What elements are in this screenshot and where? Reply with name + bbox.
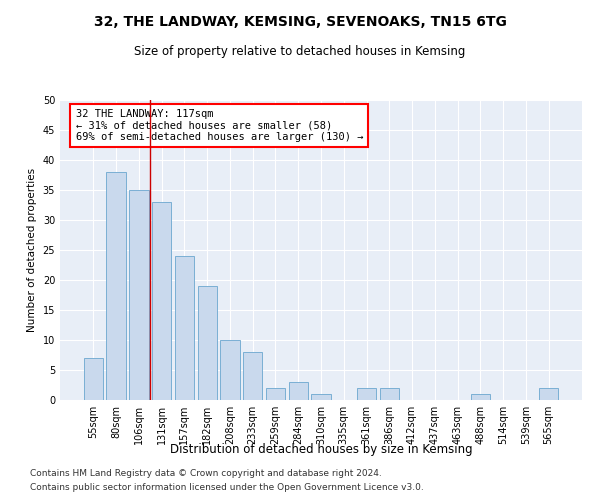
Bar — [311, 394, 331, 400]
Bar — [289, 382, 308, 400]
Bar — [106, 172, 126, 400]
Bar — [243, 352, 262, 400]
Text: 32 THE LANDWAY: 117sqm
← 31% of detached houses are smaller (58)
69% of semi-det: 32 THE LANDWAY: 117sqm ← 31% of detached… — [76, 109, 363, 142]
Bar — [539, 388, 558, 400]
Bar — [197, 286, 217, 400]
Text: 32, THE LANDWAY, KEMSING, SEVENOAKS, TN15 6TG: 32, THE LANDWAY, KEMSING, SEVENOAKS, TN1… — [94, 15, 506, 29]
Bar — [175, 256, 194, 400]
Bar — [357, 388, 376, 400]
Bar — [152, 202, 172, 400]
Bar — [380, 388, 399, 400]
Text: Contains HM Land Registry data © Crown copyright and database right 2024.: Contains HM Land Registry data © Crown c… — [30, 468, 382, 477]
Bar — [84, 358, 103, 400]
Bar — [266, 388, 285, 400]
Y-axis label: Number of detached properties: Number of detached properties — [27, 168, 37, 332]
Bar — [470, 394, 490, 400]
Text: Size of property relative to detached houses in Kemsing: Size of property relative to detached ho… — [134, 45, 466, 58]
Text: Distribution of detached houses by size in Kemsing: Distribution of detached houses by size … — [170, 442, 472, 456]
Bar — [220, 340, 239, 400]
Bar — [129, 190, 149, 400]
Text: Contains public sector information licensed under the Open Government Licence v3: Contains public sector information licen… — [30, 484, 424, 492]
